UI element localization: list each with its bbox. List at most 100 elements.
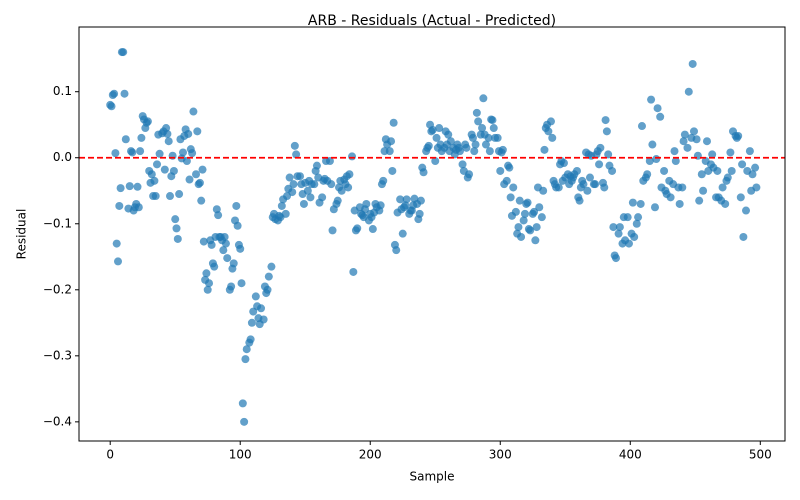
x-tick-label: 100 <box>229 448 252 462</box>
point <box>572 166 581 175</box>
point <box>708 150 717 159</box>
point <box>151 192 160 201</box>
point <box>195 178 204 187</box>
point <box>734 131 743 140</box>
point <box>237 279 246 288</box>
point <box>671 157 680 166</box>
point <box>548 133 557 142</box>
point <box>219 246 228 255</box>
point <box>675 199 684 208</box>
chart-title: ARB - Residuals (Actual - Predicted) <box>308 13 556 29</box>
point <box>160 165 169 174</box>
point <box>389 118 398 127</box>
point <box>488 116 497 125</box>
point <box>726 148 735 157</box>
point <box>478 124 487 133</box>
point <box>238 399 247 408</box>
point <box>344 183 353 192</box>
point <box>246 335 255 344</box>
point <box>290 141 299 150</box>
point <box>419 168 428 177</box>
point <box>489 124 498 133</box>
point <box>387 137 396 146</box>
point <box>107 102 116 111</box>
point <box>312 161 321 170</box>
point <box>608 166 617 175</box>
point <box>379 176 388 185</box>
point <box>193 127 202 136</box>
point <box>362 199 371 208</box>
point <box>611 254 620 263</box>
point <box>678 183 687 192</box>
point <box>614 229 623 238</box>
point <box>310 180 319 189</box>
point <box>493 133 502 142</box>
point <box>462 143 471 152</box>
point <box>596 143 605 152</box>
point <box>229 259 238 268</box>
point <box>292 150 301 159</box>
x-tick-label: 0 <box>106 448 114 462</box>
point <box>111 149 120 158</box>
point <box>110 89 119 98</box>
point <box>591 180 600 189</box>
point <box>484 133 493 142</box>
point <box>327 180 336 189</box>
point <box>192 170 201 179</box>
point <box>401 201 410 210</box>
point <box>353 224 362 233</box>
point <box>643 170 652 179</box>
point <box>296 172 305 181</box>
point <box>652 155 661 164</box>
point <box>155 149 164 158</box>
point <box>115 201 124 210</box>
point <box>645 157 654 166</box>
point <box>242 345 251 354</box>
point <box>444 130 453 139</box>
point <box>432 133 441 142</box>
point <box>683 143 692 152</box>
point <box>318 193 327 202</box>
point <box>509 183 518 192</box>
point <box>680 130 689 139</box>
point <box>247 318 256 327</box>
point <box>240 417 249 426</box>
point <box>150 176 159 185</box>
point <box>695 196 704 205</box>
point <box>502 176 511 185</box>
point <box>232 201 241 210</box>
point <box>185 175 194 184</box>
point <box>402 195 411 204</box>
point <box>431 157 440 166</box>
x-tick-label: 500 <box>749 448 772 462</box>
point <box>458 160 467 169</box>
point <box>479 94 488 103</box>
point <box>505 163 514 172</box>
point <box>604 150 613 159</box>
point <box>198 165 207 174</box>
point <box>398 229 407 238</box>
point <box>718 183 727 192</box>
point <box>281 209 290 218</box>
point <box>289 180 298 189</box>
point <box>523 198 532 207</box>
point <box>470 147 479 156</box>
point <box>472 108 481 117</box>
point <box>585 173 594 182</box>
point <box>496 166 505 175</box>
point <box>535 203 544 212</box>
point <box>333 196 342 205</box>
point <box>227 282 236 291</box>
point <box>559 159 568 168</box>
point <box>519 216 528 225</box>
point <box>738 160 747 169</box>
point <box>251 292 260 301</box>
point <box>257 304 266 313</box>
point <box>579 180 588 189</box>
point <box>446 137 455 146</box>
point <box>679 137 688 146</box>
point <box>264 272 273 281</box>
point <box>153 160 162 169</box>
point <box>634 213 643 222</box>
point <box>741 206 750 215</box>
